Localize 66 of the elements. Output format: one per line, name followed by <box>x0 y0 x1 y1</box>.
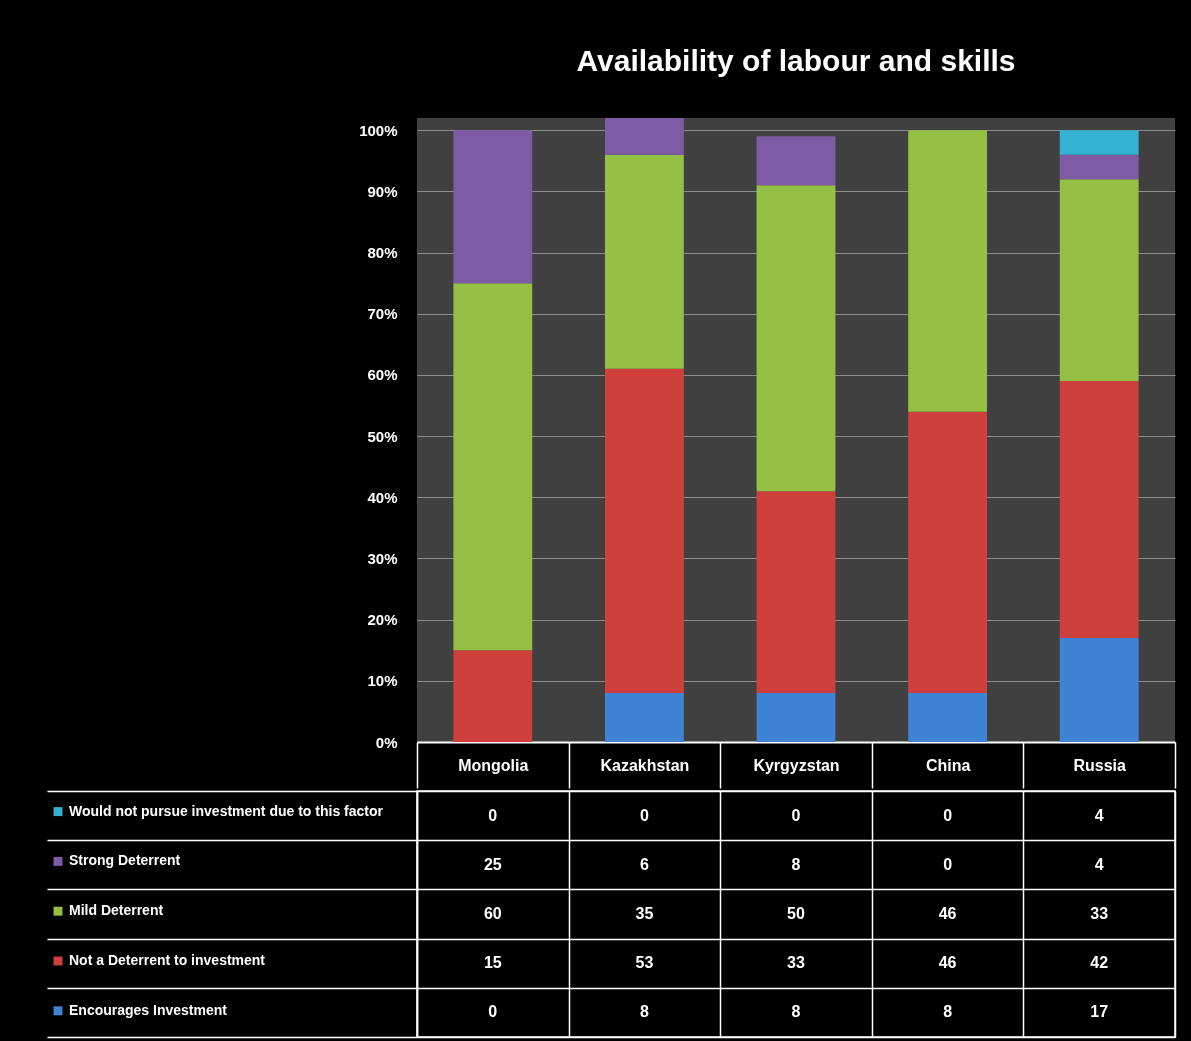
data-label: 42 <box>1090 954 1109 972</box>
y-tick-label: 10% <box>367 672 398 690</box>
data-label: 0 <box>488 806 498 824</box>
data-label: 60 <box>483 905 502 922</box>
data-label: 50 <box>787 905 805 922</box>
bar <box>908 411 988 694</box>
bar <box>453 283 533 651</box>
bar <box>604 368 684 694</box>
bar <box>908 130 988 412</box>
data-label: 46 <box>938 905 957 922</box>
x-tick-label: Kazakhstan <box>600 756 690 774</box>
data-label: 0 <box>943 806 953 824</box>
legend-label: Not a Deterrent to investment <box>69 952 266 968</box>
data-label: 4 <box>1094 855 1104 873</box>
data-label: 8 <box>943 1003 953 1021</box>
bar <box>1059 154 1139 180</box>
bar <box>1059 179 1139 382</box>
x-tick-label: Mongolia <box>458 756 529 774</box>
y-tick-label: 60% <box>367 366 398 384</box>
bar <box>1059 638 1139 742</box>
data-label: 33 <box>1090 905 1109 922</box>
y-tick-label: 30% <box>367 549 398 567</box>
y-tick-label: 40% <box>367 488 398 506</box>
data-label: 8 <box>791 855 801 873</box>
bar <box>756 185 836 492</box>
legend-label: Mild Deterrent <box>69 902 164 919</box>
bar <box>604 154 684 369</box>
x-tick-label: Russia <box>1073 756 1127 774</box>
data-label: 8 <box>791 1003 801 1021</box>
y-tick-label: 70% <box>367 305 398 323</box>
data-label: 0 <box>943 855 953 873</box>
bar <box>1059 381 1139 638</box>
data-label: 33 <box>787 954 805 972</box>
y-tick-label: 80% <box>367 244 398 262</box>
bar <box>604 693 684 742</box>
bar <box>1059 130 1139 155</box>
y-tick-label: 20% <box>367 611 398 629</box>
legend-label: Would not pursue investment due to this factor <box>69 802 384 819</box>
data-label: 35 <box>635 905 654 922</box>
bar <box>453 650 533 742</box>
data-label: 6 <box>639 855 649 873</box>
data-label: 8 <box>639 1003 649 1021</box>
y-tick-label: 50% <box>367 427 398 445</box>
bar <box>756 491 836 694</box>
bar <box>453 130 533 284</box>
bar <box>756 136 836 186</box>
bar <box>908 693 988 742</box>
data-label: 25 <box>483 855 502 873</box>
bar <box>756 693 836 742</box>
x-tick-label: Kyrgyzstan <box>753 756 840 774</box>
legend-label: Strong Deterrent <box>69 852 181 869</box>
data-label: 0 <box>639 806 649 824</box>
y-tick-label: 100% <box>359 121 398 139</box>
data-label: 46 <box>938 954 957 972</box>
x-tick-label: China <box>925 756 971 774</box>
data-label: 0 <box>488 1003 498 1021</box>
legend-label: Encourages Investment <box>69 1001 228 1018</box>
data-label: 53 <box>635 954 654 972</box>
y-tick-label: 90% <box>367 182 398 200</box>
y-tick-label: 0% <box>375 733 398 751</box>
data-label: 17 <box>1090 1003 1109 1021</box>
data-label: 15 <box>483 954 502 972</box>
data-label: 0 <box>791 806 801 824</box>
bar <box>604 118 684 155</box>
chart-title: Availability of labour and skills <box>576 44 1016 77</box>
data-label: 4 <box>1094 806 1104 824</box>
